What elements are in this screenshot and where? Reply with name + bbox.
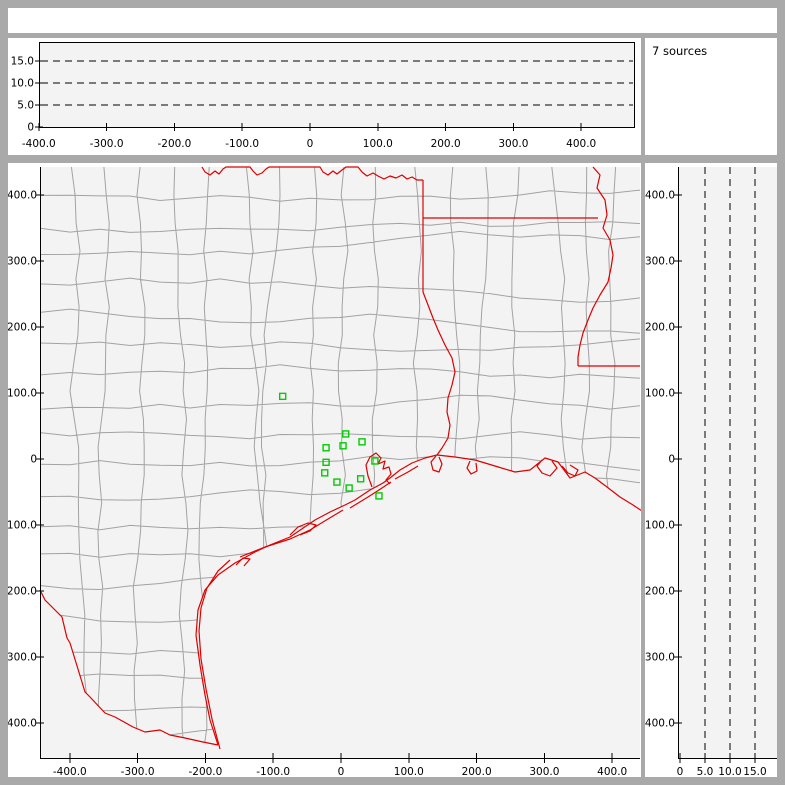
barrier-island	[198, 559, 231, 750]
matagorda-bay	[289, 522, 317, 536]
tick-label: -300.0	[90, 138, 124, 150]
mississippi-river-border	[577, 166, 614, 366]
tick-label: 100.0	[8, 388, 37, 400]
station-marker	[375, 492, 383, 500]
station-marker	[333, 478, 341, 486]
map-plot-group	[39, 166, 641, 758]
tick-label: 200.0	[645, 322, 675, 334]
tick-label: 400.0	[8, 190, 37, 202]
tick-label: -300.0	[645, 651, 675, 663]
tick-label: -200.0	[8, 585, 37, 597]
bolivar-peninsula	[394, 465, 419, 480]
tick-label: 400.0	[645, 190, 675, 202]
tick-label: 200.0	[8, 322, 37, 334]
plan-view-map-plot: 400.0 300.0 200.0 100.0 0 -100.0 -200.0 -300.0 -…	[8, 166, 641, 777]
galveston-island	[349, 481, 392, 509]
tick-label: 5.0	[17, 100, 34, 112]
tick-label: 10.0	[718, 766, 741, 777]
tick-label: 100.0	[394, 766, 424, 777]
tick-label: -100.0	[645, 519, 675, 531]
right-plot-area[interactable]	[678, 167, 777, 758]
station-marker	[278, 392, 287, 401]
tick-label: 0	[27, 122, 34, 134]
tick-label: 5.0	[697, 766, 714, 777]
vermilion-bay	[536, 459, 558, 477]
tick-label: 400.0	[597, 766, 627, 777]
sources-count-label: 7 sources	[652, 44, 708, 58]
station-marker	[339, 442, 347, 450]
red-river-border	[201, 166, 423, 181]
tick-label: -300.0	[8, 651, 37, 663]
tick-label: -400.0	[22, 138, 56, 150]
tick-label: 100.0	[363, 138, 393, 150]
station-marker	[356, 475, 365, 483]
tick-label: 0	[677, 766, 684, 777]
tick-label: 0	[307, 138, 314, 150]
tick-label: -100.0	[225, 138, 259, 150]
tick-label: 15.0	[11, 56, 34, 68]
tick-label: 0	[30, 454, 37, 466]
tick-label: -200.0	[188, 766, 222, 777]
tick-label: 100.0	[645, 388, 675, 400]
station-marker	[322, 444, 330, 452]
rio-grande-border	[39, 589, 219, 746]
tick-label: 400.0	[566, 138, 596, 150]
station-marker	[321, 469, 329, 477]
station-marker	[322, 458, 330, 466]
map-panel: 400.0 300.0 200.0 100.0 0 -100.0 -200.0 -300.0 -…	[8, 163, 641, 777]
tick-label: 0	[668, 454, 675, 466]
station-marker	[371, 457, 379, 465]
tick-label: -400.0	[53, 766, 87, 777]
tick-label: 300.0	[529, 766, 559, 777]
station-marker	[342, 430, 350, 438]
tick-label: -100.0	[8, 519, 37, 531]
tick-label: -200.0	[645, 585, 675, 597]
tick-label: 10.0	[11, 78, 34, 90]
tick-label: 300.0	[498, 138, 528, 150]
tick-label: -300.0	[121, 766, 155, 777]
vermilion-bay	[561, 464, 579, 477]
tick-label: 200.0	[431, 138, 461, 150]
tick-label: 300.0	[645, 256, 675, 268]
tick-label: 300.0	[8, 256, 37, 268]
altitude-vs-eastwest-panel: 15.0 10.0 5.0 0 -400.0 -300.0 -200.0 -100.0 0 100…	[8, 38, 641, 155]
tick-label: -200.0	[157, 138, 191, 150]
tick-label: 200.0	[462, 766, 492, 777]
altitude-profile-plot: 400.0 300.0 200.0 100.0 0 -100.0 -200.0 -300.0 -…	[645, 167, 777, 777]
top-plot-area[interactable]	[39, 42, 635, 128]
tick-label: 0	[338, 766, 345, 777]
coastline-red	[195, 454, 641, 746]
tick-label: 15.0	[743, 766, 766, 777]
northsouth-vs-altitude-panel: 400.0 300.0 200.0 100.0 0 -100.0 -200.0 -300.0 -…	[645, 163, 777, 777]
corpus-bay	[235, 557, 251, 567]
station-marker	[358, 438, 366, 446]
tick-label: -400.0	[645, 717, 675, 729]
calcasieu-lake	[466, 460, 478, 475]
sources-count-panel: 7 sources	[645, 38, 777, 155]
map-plot-area[interactable]	[40, 167, 640, 758]
title-bar: Houston Lightning Mapping Array 2100-220…	[8, 8, 777, 33]
sabine-river-border	[422, 291, 456, 456]
tick-label: -400.0	[8, 717, 37, 729]
sabine-lake	[430, 455, 443, 473]
altitude-histogram-plot: 15.0 10.0 5.0 0 -400.0 -300.0 -200.0 -100.0 0 100…	[11, 42, 635, 150]
tick-label: -100.0	[256, 766, 290, 777]
station-marker	[345, 484, 353, 492]
